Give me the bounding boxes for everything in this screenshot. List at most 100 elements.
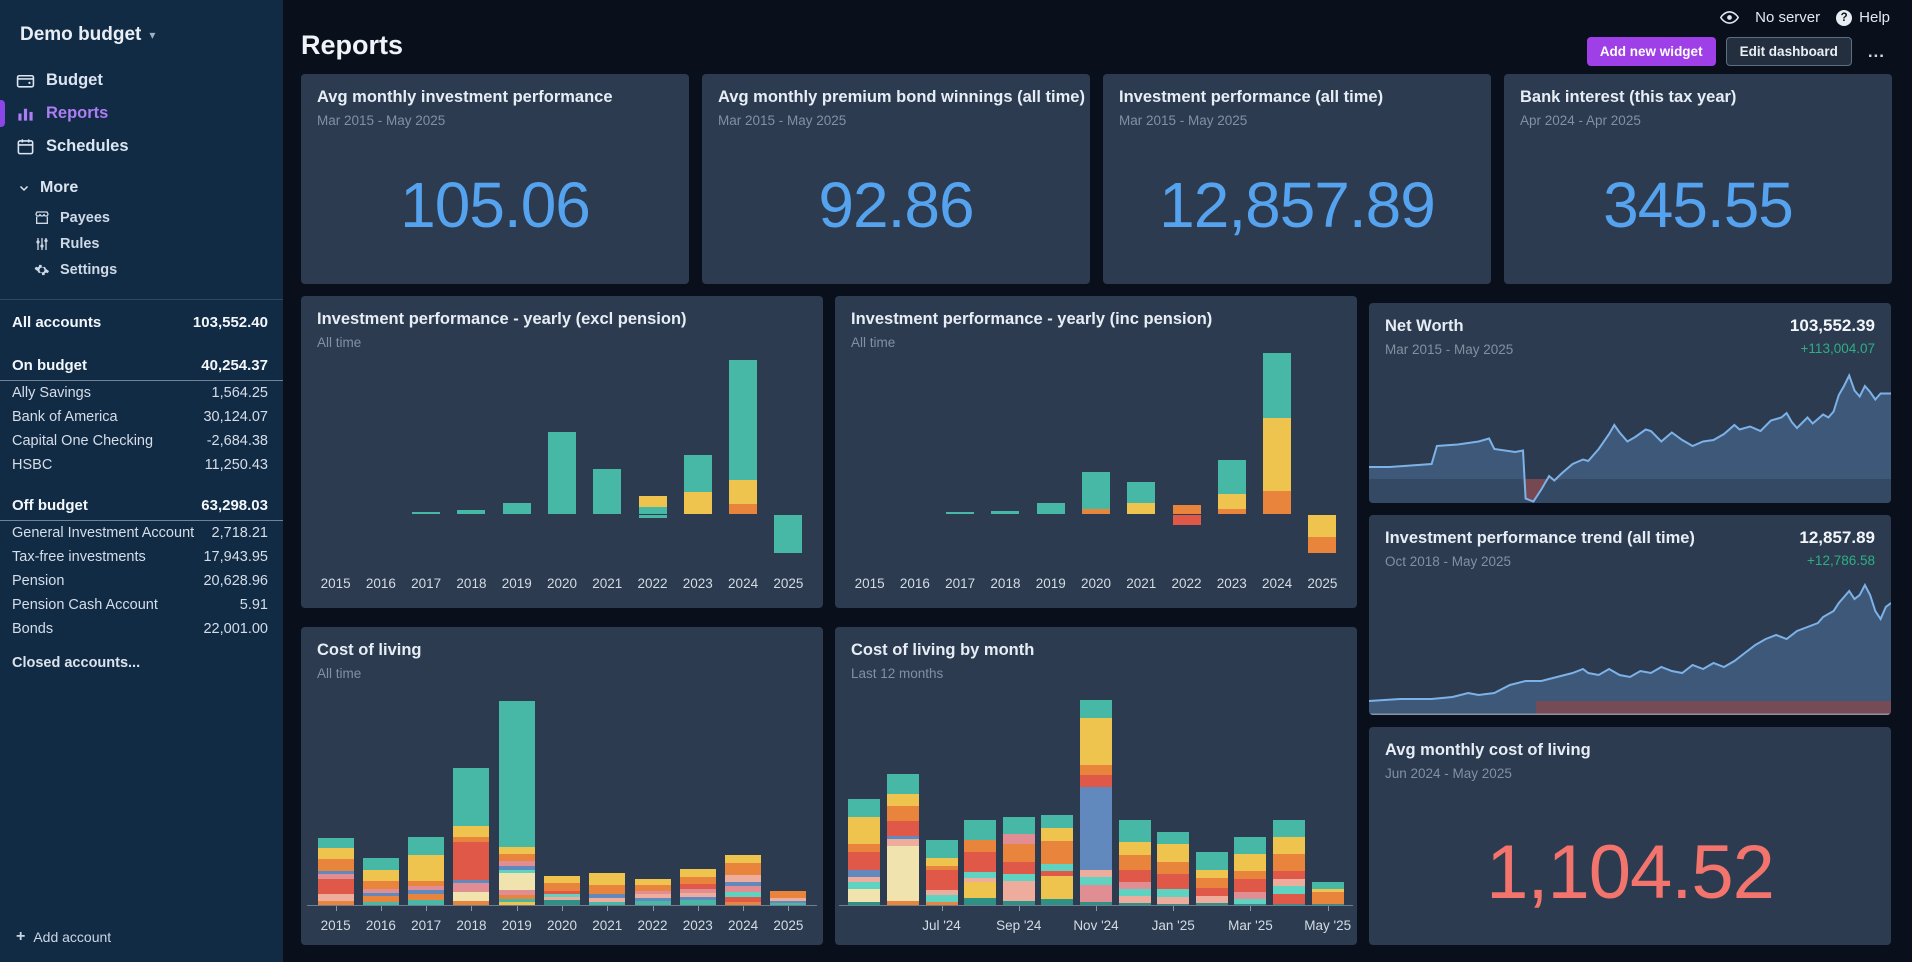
sidebar-item-label: Schedules — [46, 137, 129, 155]
bar-segment — [544, 883, 580, 891]
account-row[interactable]: Bonds 22,001.00 — [0, 617, 283, 641]
account-row[interactable]: Tax-free investments 17,943.95 — [0, 545, 283, 569]
account-name: Capital One Checking — [12, 433, 154, 449]
bar-segment — [729, 360, 758, 480]
sidebar-nav: Budget Reports Schedules — [0, 64, 283, 163]
add-account-button[interactable]: + Add account — [0, 916, 283, 962]
account-row[interactable]: Ally Savings 1,564.25 — [0, 381, 283, 405]
bar-segment — [725, 882, 762, 886]
widget-range: Apr 2024 - Apr 2025 — [1520, 113, 1641, 128]
widget-avg-investment[interactable]: Avg monthly investment performance Mar 2… — [301, 74, 689, 284]
sidebar-subnav: Payees Rules Settings — [0, 205, 283, 283]
privacy-eye-button[interactable] — [1720, 8, 1740, 27]
widget-invest-trend[interactable]: Investment performance trend (all time) … — [1369, 515, 1891, 715]
on-budget-row[interactable]: On budget 40,254.37 — [0, 351, 283, 381]
x-axis-label: 2020 — [546, 576, 578, 591]
sidebar-item-payees[interactable]: Payees — [34, 205, 283, 231]
edit-dashboard-button[interactable]: Edit dashboard — [1725, 37, 1852, 66]
account-row[interactable]: Bank of America 30,124.07 — [0, 405, 283, 429]
sidebar-item-settings[interactable]: Settings — [34, 257, 283, 283]
help-button[interactable]: ? Help — [1836, 9, 1890, 26]
bar-segment — [408, 890, 445, 894]
bar-segment — [638, 507, 667, 514]
widget-title: Investment performance (all time) — [1119, 88, 1384, 106]
account-balance: 5.91 — [239, 597, 268, 613]
bar-segment — [1195, 888, 1228, 896]
widget-avg-premium-bond[interactable]: Avg monthly premium bond winnings (all t… — [702, 74, 1090, 284]
bar-segment — [1273, 886, 1306, 894]
sidebar-item-budget[interactable]: Budget — [0, 64, 283, 97]
widget-title: Cost of living by month — [851, 641, 1035, 659]
bar-segment — [725, 892, 762, 897]
bar-segment — [679, 900, 716, 905]
widget-investment-alltime[interactable]: Investment performance (all time) Mar 20… — [1103, 74, 1491, 284]
bar-segment — [683, 492, 712, 514]
bar-segment — [544, 876, 580, 883]
bar-segment — [1118, 889, 1151, 896]
x-axis-label: 2021 — [1126, 576, 1157, 591]
x-axis-label: 2016 — [365, 918, 396, 933]
bar-segment — [453, 837, 490, 842]
help-label: Help — [1859, 9, 1890, 26]
sidebar-item-rules[interactable]: Rules — [34, 231, 283, 257]
bar-segment — [1273, 904, 1306, 905]
widget-net-worth[interactable]: Net Worth Mar 2015 - May 2025 103,552.39… — [1369, 303, 1891, 503]
closed-accounts-link[interactable]: Closed accounts... — [12, 655, 141, 671]
bar-segment — [1308, 515, 1337, 537]
bar-segment — [634, 894, 671, 898]
x-axis-label: 2016 — [365, 576, 396, 591]
account-row[interactable]: HSBC 11,250.43 — [0, 453, 283, 477]
x-axis-tick — [652, 906, 654, 911]
widget-range: All time — [317, 666, 362, 681]
widget-invest-inc-pension[interactable]: 2015 2016 2017 2018 2019 2020 2021 2022 2023 2024… — [835, 296, 1357, 608]
bar-segment — [362, 858, 399, 870]
bar-segment — [886, 774, 919, 794]
bar-segment — [548, 432, 576, 514]
account-name: General Investment Account — [12, 525, 195, 541]
widget-cost-of-living[interactable]: 2015 2016 2017 2018 2019 2020 2021 2022 2023 2024… — [301, 627, 823, 945]
off-budget-row[interactable]: Off budget 63,298.03 — [0, 491, 283, 521]
server-status[interactable]: No server — [1755, 9, 1821, 26]
widget-bank-interest[interactable]: Bank interest (this tax year) Apr 2024 -… — [1504, 74, 1892, 284]
bar-segment — [1157, 874, 1190, 889]
bar-segment — [946, 512, 975, 514]
widget-avg-cost-of-living[interactable]: Avg monthly cost of living Jun 2024 - Ma… — [1369, 727, 1891, 945]
all-accounts-row[interactable]: All accounts 103,552.40 — [0, 308, 283, 337]
widget-cost-of-living-monthly[interactable]: Jul '24 Sep '24 Nov '24 Jan '25 Mar '25 May '… — [835, 627, 1357, 945]
bar-segment — [1080, 775, 1112, 787]
add-new-widget-button[interactable]: Add new widget — [1586, 37, 1716, 66]
bar-segment — [679, 884, 716, 889]
bar-segment — [1080, 700, 1112, 718]
bar-segment — [1080, 885, 1112, 902]
widget-invest-excl-pension[interactable]: 2015 2016 2017 2018 2019 2020 2021 2022 2023 2024… — [301, 296, 823, 608]
x-axis-label: 2018 — [990, 576, 1021, 591]
sidebar-item-schedules[interactable]: Schedules — [0, 130, 283, 163]
budget-switcher[interactable]: Demo budget ▾ — [0, 0, 283, 64]
account-row[interactable]: General Investment Account 2,718.21 — [0, 521, 283, 545]
sidebar-more-toggle[interactable]: More — [0, 163, 283, 205]
account-row[interactable]: Pension 20,628.96 — [0, 569, 283, 593]
x-axis-label: 2015 — [854, 576, 885, 591]
bar-segment — [498, 902, 535, 905]
bar-segment — [1273, 837, 1306, 854]
networth-value: 103,552.39 — [1789, 316, 1875, 335]
widget-title: Bank interest (this tax year) — [1520, 88, 1737, 106]
bar-segment — [848, 882, 881, 889]
x-axis-tick — [516, 906, 518, 911]
account-row[interactable]: Capital One Checking -2,684.38 — [0, 429, 283, 453]
bar-segment — [886, 846, 919, 901]
account-row[interactable]: Pension Cash Account 5.91 — [0, 593, 283, 617]
x-axis-tick — [1327, 906, 1329, 911]
x-axis-label: Jul '24 — [922, 918, 961, 933]
x-axis-label: 2021 — [592, 576, 623, 591]
more-options-button[interactable]: ... — [1862, 37, 1891, 66]
kpi-value: 345.55 — [1603, 169, 1794, 241]
bar-segment — [1195, 903, 1228, 905]
bar-segment — [593, 469, 622, 514]
widget-range: Oct 2018 - May 2025 — [1385, 554, 1512, 569]
sidebar-item-reports[interactable]: Reports — [0, 97, 283, 130]
x-axis-tick — [1173, 906, 1175, 911]
bar-segment — [1195, 870, 1228, 878]
bar-segment — [925, 858, 958, 866]
bar-segment — [634, 891, 671, 894]
